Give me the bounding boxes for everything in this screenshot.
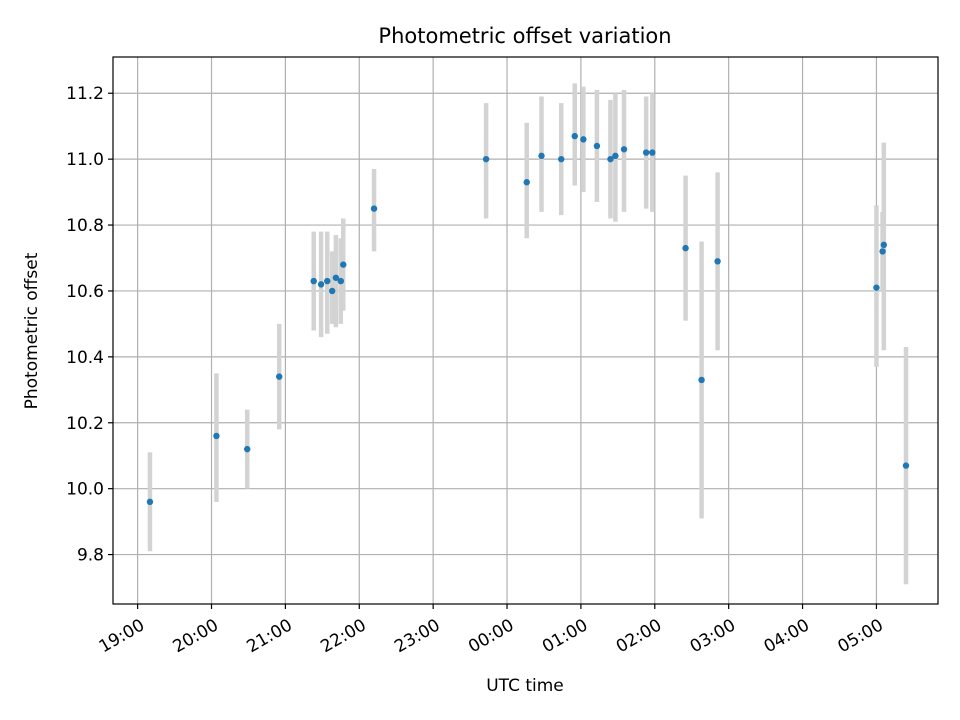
y-tick-label: 10.8 <box>66 216 104 236</box>
y-tick-label: 11.2 <box>66 84 104 104</box>
data-point <box>620 146 628 153</box>
data-point <box>873 284 880 291</box>
data-point <box>276 373 283 380</box>
y-tick-label: 10.4 <box>66 348 104 368</box>
data-point <box>244 445 251 453</box>
data-point <box>649 149 656 156</box>
data-point <box>879 248 886 255</box>
data-point <box>558 155 565 163</box>
data-point <box>482 155 490 163</box>
data-point <box>642 149 650 156</box>
data-point <box>571 132 578 140</box>
y-tick-label: 11.0 <box>66 150 104 170</box>
y-tick-label: 10.6 <box>66 282 104 302</box>
data-point <box>607 155 614 163</box>
grid <box>113 57 938 604</box>
data-point <box>593 142 601 150</box>
y-tick-label: 10.0 <box>66 480 104 500</box>
data-point <box>698 376 705 384</box>
data-point <box>310 277 317 285</box>
data-point <box>324 277 331 285</box>
data-point <box>523 179 530 186</box>
data-points <box>146 132 910 506</box>
data-point <box>902 462 910 469</box>
y-tick-label: 10.2 <box>66 414 104 434</box>
data-point <box>370 205 378 212</box>
data-point <box>682 244 689 252</box>
chart-title: Photometric offset variation <box>378 24 671 48</box>
data-point <box>714 258 721 265</box>
y-tick-label: 9.8 <box>77 546 104 566</box>
data-point <box>332 274 340 281</box>
data-point <box>340 261 347 268</box>
y-axis-title: Photometric offset <box>22 252 42 409</box>
data-point <box>213 432 220 440</box>
data-point <box>580 136 587 143</box>
plot-frame <box>112 56 939 605</box>
data-point <box>538 152 545 160</box>
x-axis-title: UTC time <box>486 676 564 696</box>
data-point <box>328 287 336 295</box>
data-point <box>880 241 888 249</box>
data-point <box>317 281 325 288</box>
data-point <box>612 152 619 160</box>
data-point <box>337 277 344 285</box>
y-axis-ticks: 9.8 10.0 10.2 10.4 10.6 10.8 11.0 11.2 <box>66 84 113 566</box>
data-point <box>146 498 154 506</box>
